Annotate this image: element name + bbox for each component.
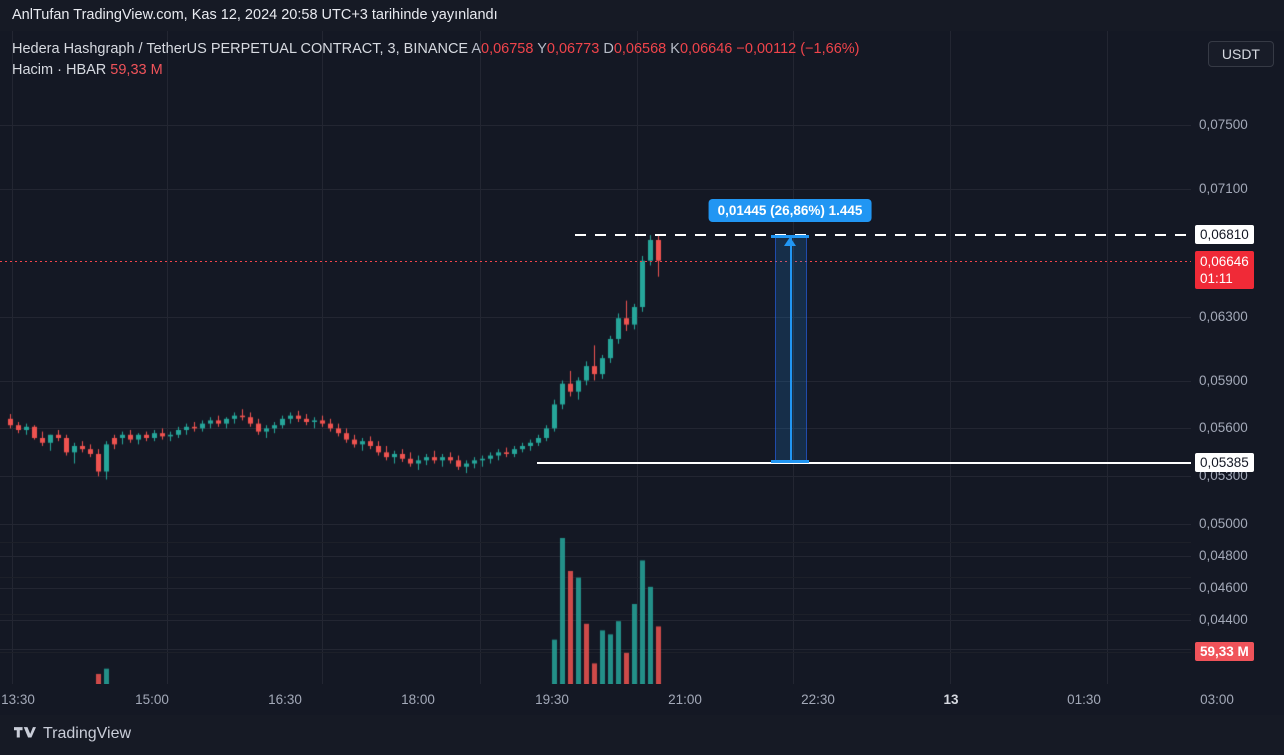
tradingview-wordmark: TradingView <box>43 725 132 742</box>
time-tick-label: 01:30 <box>1067 692 1101 707</box>
price-tick-label: 0,05000 <box>1199 516 1248 531</box>
measurement-top-cap <box>771 235 809 239</box>
tradingview-logo[interactable]: TradingView <box>14 725 131 743</box>
support-solid-line[interactable] <box>537 461 1191 464</box>
time-tick-label: 13 <box>943 692 959 707</box>
price-tick-label: 0,05600 <box>1199 420 1248 435</box>
measurement-arrow-head <box>784 237 796 247</box>
time-tick-label: 13:30 <box>1 692 35 707</box>
price-tag-volume[interactable]: 59,33 M <box>1195 642 1254 661</box>
measurement-bottom-cap <box>771 459 809 463</box>
price-tag-support-line[interactable]: 0,05385 <box>1195 452 1254 472</box>
price-tick-label: 0,04800 <box>1199 548 1248 563</box>
last-price-dotted-line[interactable] <box>0 261 1191 263</box>
price-tag-last-price[interactable]: 0,06646 01:11 <box>1195 251 1254 290</box>
time-tick-label: 16:30 <box>268 692 302 707</box>
time-axis[interactable]: 13:30 15:00 16:30 18:00 19:30 21:00 22:30 13 01:… <box>0 684 1284 715</box>
price-tick-label: 0,04400 <box>1199 612 1248 627</box>
price-tick-label: 0,07100 <box>1199 181 1248 196</box>
price-tick-label: 0,04600 <box>1199 580 1248 595</box>
time-tick-label: 15:00 <box>135 692 169 707</box>
candlestick-canvas <box>0 31 1191 684</box>
measurement-arrow-line <box>790 235 792 463</box>
price-tick-label: 0,05900 <box>1199 373 1248 388</box>
high-dashed-line[interactable] <box>575 234 1191 237</box>
price-tick-label: 0,05300 <box>1199 468 1248 483</box>
tradingview-mark-icon <box>14 726 36 738</box>
price-plot-area[interactable]: 0,01445 (26,86%) 1.445 <box>0 31 1191 684</box>
currency-badge[interactable]: USDT <box>1207 41 1274 67</box>
price-tick-label: 0,07500 <box>1199 117 1248 132</box>
price-tick-label: 0,06300 <box>1199 309 1248 324</box>
time-tick-label: 03:00 <box>1200 692 1234 707</box>
price-axis[interactable]: 0,07500 0,07100 0,06300 0,05900 0,05600 0,053… <box>1191 31 1284 684</box>
price-tag-high-line[interactable]: 0,06810 <box>1195 225 1254 245</box>
time-tick-label: 21:00 <box>668 692 702 707</box>
time-tick-label: 19:30 <box>535 692 569 707</box>
measurement-tooltip: 0,01445 (26,86%) 1.445 <box>708 199 872 223</box>
publish-banner: AnlTufan TradingView.com, Kas 12, 2024 2… <box>0 0 1284 31</box>
time-tick-label: 18:00 <box>401 692 435 707</box>
footer-bar <box>0 715 1284 755</box>
chart-panel: 0,01445 (26,86%) 1.445 0,07500 0,07100 0,0… <box>0 31 1284 715</box>
time-tick-label: 22:30 <box>801 692 835 707</box>
